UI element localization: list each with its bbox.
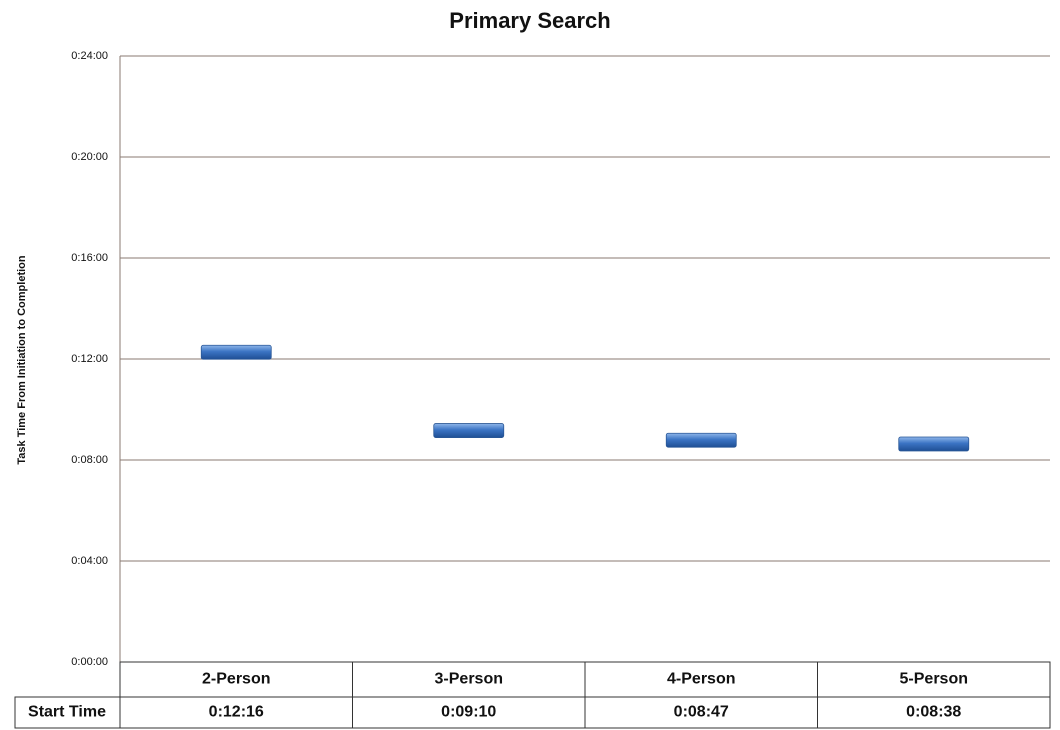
y-tick-label: 0:24:00 [71,50,108,62]
table-value: 0:08:38 [906,704,961,721]
y-tick-label: 0:08:00 [71,454,108,466]
y-tick-label: 0:12:00 [71,353,108,365]
marker-bar [665,432,737,448]
y-tick-label: 0:00:00 [71,656,108,668]
marker-bar [433,423,505,438]
x-tick-label: 2-Person [202,671,270,688]
x-tick-label: 3-Person [435,671,503,688]
marker-bar [898,436,970,452]
table-value: 0:09:10 [441,704,496,721]
y-tick-label: 0:20:00 [71,151,108,163]
y-tick-label: 0:04:00 [71,555,108,567]
marker-bar [200,344,272,360]
table-value: 0:08:47 [674,704,729,721]
table-row-label: Start Time [28,704,106,721]
x-tick-label: 4-Person [667,671,735,688]
table-value: 0:12:16 [209,704,264,721]
chart-title: Primary Search [449,8,610,33]
x-tick-label: 5-Person [900,671,968,688]
y-tick-label: 0:16:00 [71,252,108,264]
y-axis-label: Task Time From Initiation to Completion [16,255,28,464]
table-row-header [14,696,121,729]
